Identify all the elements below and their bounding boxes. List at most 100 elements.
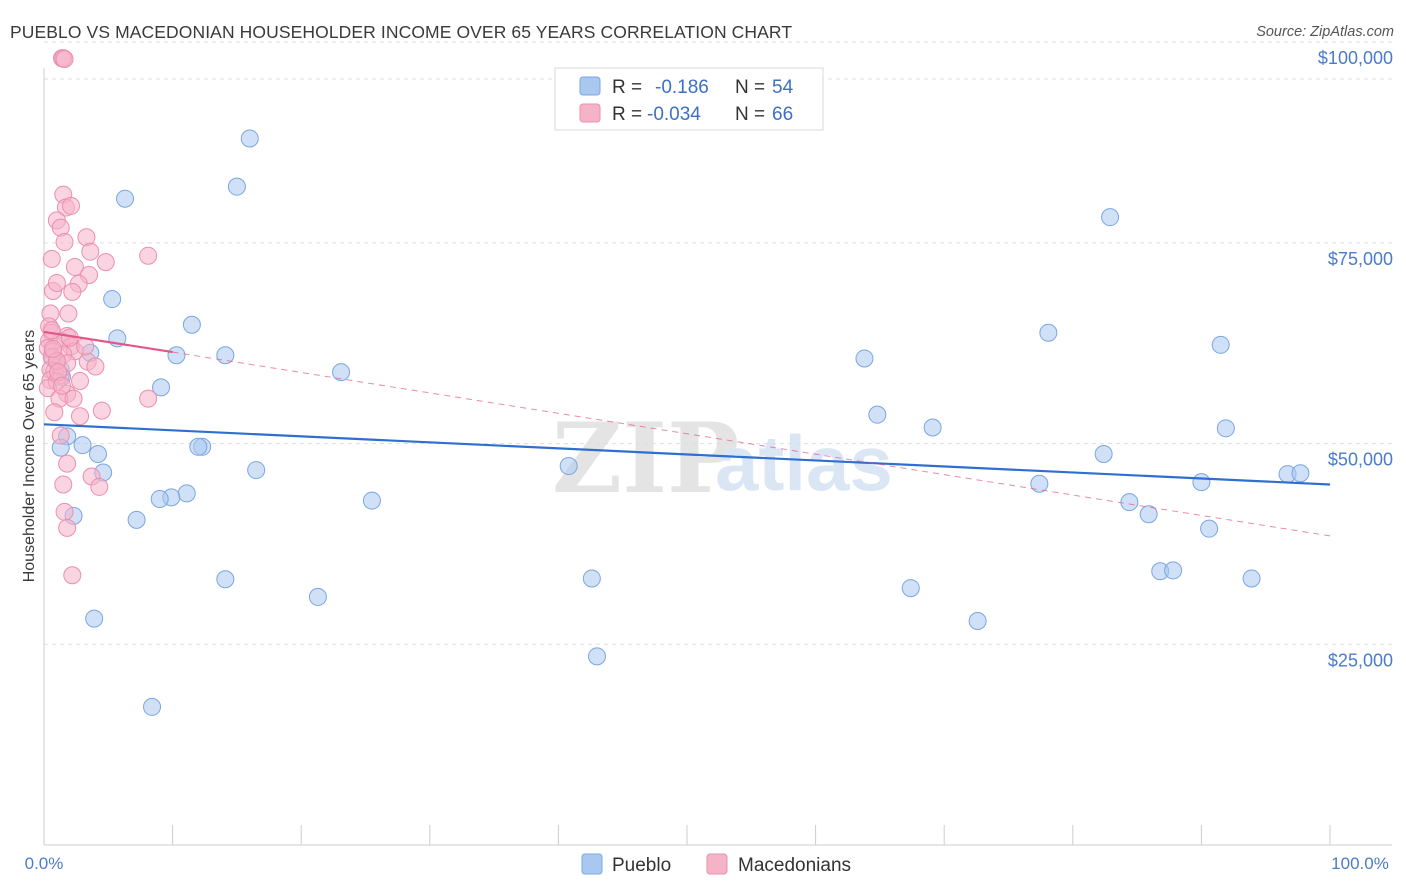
point-pueblo-15 <box>73 436 92 455</box>
point-pueblo-22 <box>177 484 196 503</box>
stats-n-label-pueblo: N = <box>735 77 765 98</box>
point-macedonians-13 <box>96 253 115 272</box>
point-pueblo-3 <box>103 290 122 309</box>
axes <box>43 68 1392 846</box>
point-pueblo-16 <box>89 445 108 464</box>
point-macedonians-18 <box>47 274 66 292</box>
point-pueblo-19 <box>189 437 208 456</box>
point-pueblo-39 <box>1030 474 1049 493</box>
point-macedonians-21 <box>59 304 78 323</box>
point-macedonians-47 <box>139 389 158 408</box>
y-tick-label-100000: $100,000 <box>1318 48 1393 68</box>
stats-n-value-pueblo: 54 <box>772 77 794 98</box>
point-macedonians-5 <box>62 196 81 215</box>
stats-r-value-pueblo: -0.186 <box>655 77 709 98</box>
point-pueblo-42 <box>1120 493 1139 512</box>
point-pueblo-25 <box>362 491 381 510</box>
point-pueblo-54 <box>1291 464 1310 483</box>
point-macedonians-11 <box>42 249 61 268</box>
point-macedonians-60 <box>44 339 63 358</box>
legend-swatch-macedonians <box>706 853 728 875</box>
point-macedonians-10 <box>81 242 100 261</box>
point-pueblo-40 <box>1094 445 1113 464</box>
point-pueblo-0 <box>240 129 259 148</box>
point-macedonians-14 <box>139 246 158 265</box>
stats-r-label-macedonians: R = <box>612 104 642 125</box>
y-tick-label-50000: $50,000 <box>1328 450 1393 470</box>
point-pueblo-36 <box>868 405 887 424</box>
point-pueblo-51 <box>968 612 987 631</box>
stats-n-value-macedonians: 66 <box>772 104 793 125</box>
point-pueblo-34 <box>587 647 606 666</box>
point-pueblo-20 <box>247 461 266 480</box>
point-macedonians-49 <box>71 407 90 426</box>
legend-label-pueblo: Pueblo <box>612 855 671 876</box>
point-macedonians-52 <box>58 454 77 473</box>
point-macedonians-46 <box>64 389 83 408</box>
stats-r-value-macedonians: -0.034 <box>647 104 701 125</box>
legend-label-macedonians: Macedonians <box>738 855 851 876</box>
stats-n-label-macedonians: N = <box>735 104 765 125</box>
point-pueblo-31 <box>143 697 162 716</box>
point-pueblo-41 <box>1101 208 1120 227</box>
point-pueblo-48 <box>1216 419 1235 438</box>
stats-box: R = -0.186 N = 54 R = -0.034 N = 66 <box>554 67 824 131</box>
point-pueblo-46 <box>1192 473 1211 492</box>
point-macedonians-2 <box>55 50 74 69</box>
data-points <box>38 49 1310 716</box>
point-pueblo-33 <box>559 457 578 476</box>
legend-swatch-pueblo <box>581 853 603 875</box>
point-pueblo-52 <box>901 579 920 598</box>
trend-lines <box>43 330 1331 537</box>
trendline-pueblo <box>43 423 1331 486</box>
point-macedonians-62 <box>76 337 95 356</box>
point-macedonians-64 <box>42 321 61 340</box>
point-pueblo-49 <box>1200 519 1219 538</box>
point-pueblo-26 <box>127 510 146 529</box>
point-pueblo-29 <box>308 587 327 606</box>
y-tick-label-75000: $75,000 <box>1328 249 1393 269</box>
point-pueblo-30 <box>85 609 104 628</box>
point-macedonians-9 <box>55 233 74 252</box>
point-macedonians-54 <box>90 477 109 496</box>
point-pueblo-47 <box>1211 335 1230 354</box>
point-macedonians-51 <box>51 426 70 445</box>
trendline-macedonians-extension <box>172 351 1331 537</box>
point-pueblo-43 <box>1139 505 1158 524</box>
point-pueblo-10 <box>152 378 171 397</box>
point-pueblo-50 <box>1242 569 1261 588</box>
point-pueblo-28 <box>216 570 235 589</box>
point-pueblo-45 <box>1164 561 1183 580</box>
point-macedonians-48 <box>45 403 64 422</box>
point-pueblo-4 <box>182 315 201 334</box>
point-macedonians-19 <box>63 282 82 301</box>
point-pueblo-24 <box>150 489 169 508</box>
y-axis-tick-labels: $25,000 $50,000 $75,000 $100,000 <box>1318 48 1393 670</box>
point-macedonians-57 <box>58 518 77 537</box>
legend: Pueblo Macedonians <box>581 853 851 876</box>
point-macedonians-58 <box>63 566 82 585</box>
point-macedonians-42 <box>71 371 90 390</box>
point-pueblo-9 <box>332 363 351 382</box>
point-pueblo-38 <box>1039 323 1058 342</box>
stats-r-label-pueblo: R = <box>612 77 642 98</box>
point-macedonians-50 <box>92 401 111 420</box>
point-pueblo-37 <box>923 418 942 437</box>
x-tick-label-min: 0.0% <box>25 854 64 873</box>
point-macedonians-56 <box>55 502 74 521</box>
x-tick-label-max: 100.0% <box>1331 854 1389 873</box>
chart-title: PUEBLO VS MACEDONIAN HOUSEHOLDER INCOME … <box>10 22 793 42</box>
point-pueblo-6 <box>167 346 186 365</box>
x-axis-ticks <box>43 825 1331 845</box>
stats-swatch-macedonians <box>579 103 601 123</box>
y-axis-label: Householder Income Over 65 years <box>21 330 38 583</box>
watermark-zip: ZIP <box>552 402 739 515</box>
point-pueblo-32 <box>582 569 601 588</box>
point-macedonians-12 <box>65 257 84 276</box>
y-tick-label-25000: $25,000 <box>1328 650 1393 670</box>
source-credit: Source: ZipAtlas.com <box>1256 24 1394 40</box>
stats-swatch-pueblo <box>579 76 601 96</box>
point-pueblo-35 <box>855 349 874 368</box>
point-macedonians-37 <box>86 357 105 376</box>
